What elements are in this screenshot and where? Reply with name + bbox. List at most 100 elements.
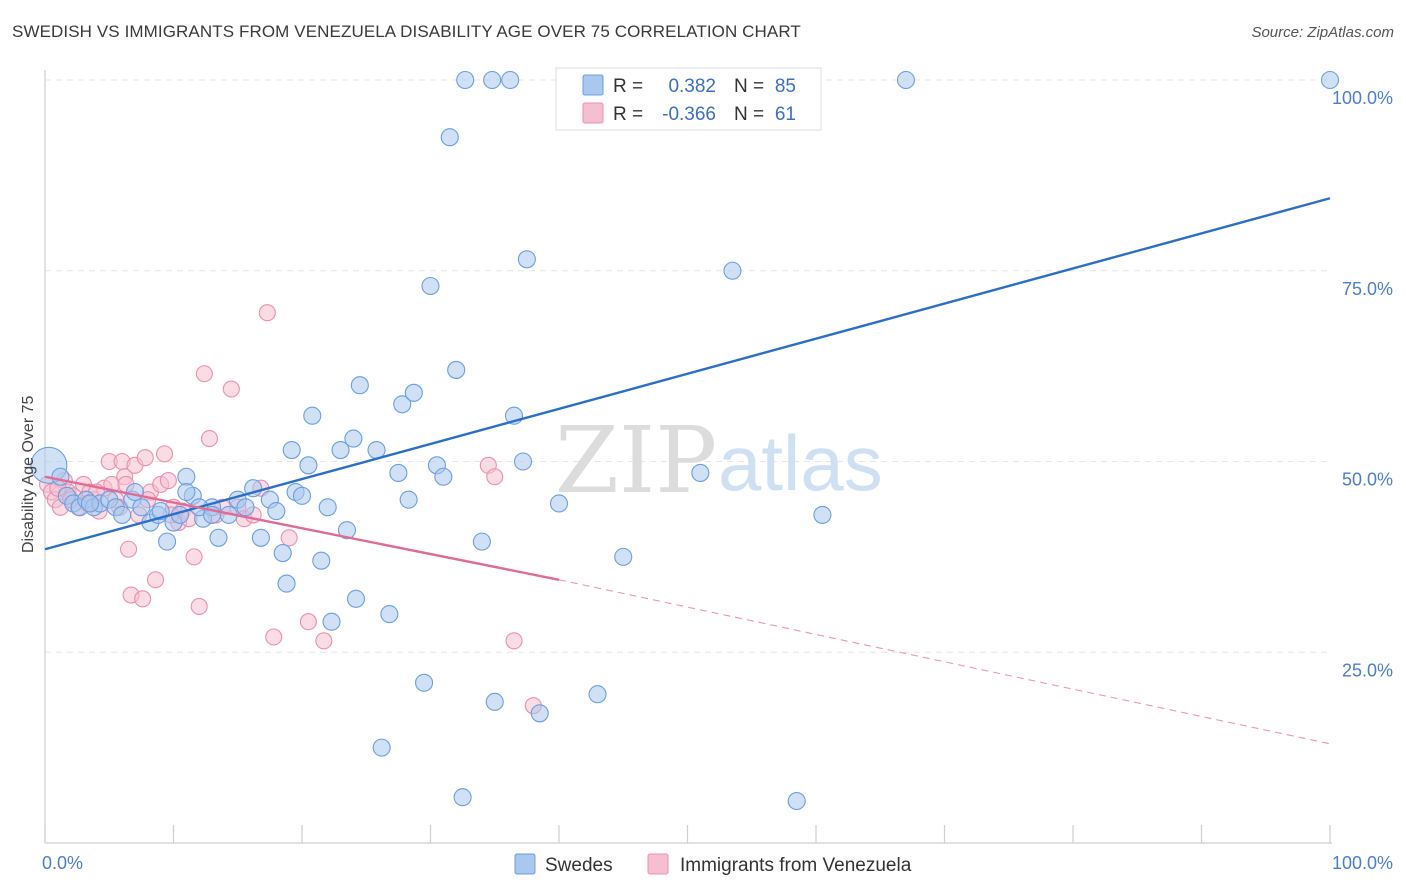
- venezuela-point: [200, 430, 219, 448]
- watermark-zip: ZIP: [555, 407, 717, 514]
- swedes-point: [125, 482, 144, 502]
- swedes-trendline: [44, 197, 1331, 551]
- venezuela-point: [134, 590, 152, 608]
- swedes-point: [318, 498, 337, 517]
- swedes-point: [614, 547, 633, 566]
- swedes-point: [372, 738, 391, 757]
- swedes-point: [453, 788, 472, 807]
- swedes-point: [485, 692, 504, 711]
- venezuela-point: [258, 304, 276, 322]
- swedes-point: [399, 490, 418, 509]
- venezuela-point: [280, 529, 298, 547]
- swedes-point: [447, 360, 466, 379]
- swedes-point: [404, 383, 423, 402]
- venezuela-point: [265, 628, 283, 646]
- swedes-point: [1320, 70, 1340, 90]
- swedes-point: [331, 441, 350, 460]
- swedes-point: [299, 456, 318, 475]
- stats-legend: R = 0.382 N = 85 R = -0.366 N = 61: [555, 67, 822, 131]
- swedes-point: [501, 70, 520, 90]
- swedes-point: [177, 482, 196, 502]
- swedes-n-value: 85: [775, 76, 796, 97]
- venezuela-point: [146, 571, 165, 589]
- swedes-point: [813, 505, 832, 524]
- venezuela-n-value: 61: [775, 104, 796, 125]
- y-tick-label-25: 25.0%: [1342, 660, 1393, 680]
- swedes-point: [132, 498, 151, 517]
- swedes-point: [337, 521, 357, 540]
- swedes-point: [282, 441, 301, 460]
- swedes-point: [292, 486, 312, 505]
- swedes-point: [158, 532, 177, 551]
- swedes-point: [344, 429, 363, 448]
- venezuela-r-label: R =: [613, 104, 643, 125]
- swedes-r-value: 0.382: [668, 76, 716, 97]
- bottom-legend-swedes-swatch: [514, 853, 536, 875]
- swedes-point: [549, 494, 569, 513]
- x-axis-ticks: [44, 825, 1331, 843]
- venezuela-n-label: N =: [734, 104, 764, 125]
- watermark: ZIP atlas: [555, 407, 883, 514]
- swedes-point: [350, 376, 369, 395]
- swedes-point: [421, 276, 440, 296]
- grid: [45, 79, 1332, 653]
- x-tick-label-100: 100.0%: [1332, 853, 1393, 873]
- swedes-point: [440, 128, 459, 147]
- swedes-point: [691, 463, 710, 482]
- swedes-point: [80, 494, 100, 513]
- swedes-point: [209, 528, 228, 547]
- y-tick-labels: 100.0% 75.0% 50.0% 25.0%: [1332, 88, 1393, 680]
- swedes-point: [530, 704, 549, 723]
- swedes-point: [472, 532, 491, 551]
- venezuela-point: [222, 380, 240, 398]
- venezuela-point: [299, 613, 317, 631]
- venezuela-trendline: [44, 475, 560, 581]
- y-tick-label-100: 100.0%: [1332, 88, 1393, 108]
- swedes-point: [177, 467, 196, 486]
- y-tick-label-75: 75.0%: [1342, 279, 1393, 299]
- swedes-r-label: R =: [613, 76, 643, 97]
- swedes-point: [267, 502, 286, 521]
- swedes-point: [434, 467, 453, 486]
- swedes-point: [51, 467, 70, 486]
- y-tick-label-50: 50.0%: [1342, 470, 1393, 490]
- venezuela-r-value: -0.366: [662, 104, 716, 125]
- venezuela-point: [315, 632, 333, 650]
- venezuela-point: [136, 449, 154, 467]
- bottom-legend-venezuela-label: Immigrants from Venezuela: [680, 855, 912, 876]
- venezuela-point: [155, 445, 174, 463]
- swedes-point: [312, 551, 331, 570]
- trendlines: [44, 197, 1331, 745]
- chart-source: Source: ZipAtlas.com: [1251, 24, 1394, 41]
- swedes-legend-swatch: [582, 74, 604, 96]
- bottom-legend: Swedes Immigrants from Venezuela: [514, 853, 912, 876]
- x-tick-label-0: 0.0%: [42, 853, 83, 873]
- swedes-point: [303, 406, 322, 425]
- swedes-point: [513, 452, 533, 471]
- venezuela-point: [505, 632, 523, 650]
- watermark-atlas: atlas: [718, 419, 883, 507]
- swedes-point: [517, 250, 536, 269]
- bottom-legend-venezuela-swatch: [647, 853, 669, 875]
- swedes-point: [456, 70, 475, 90]
- venezuela-point: [119, 540, 138, 558]
- swedes-point: [277, 574, 296, 593]
- swedes-point: [236, 498, 255, 517]
- venezuela-trendline-extension: [558, 579, 1331, 745]
- venezuela-legend-swatch: [582, 102, 604, 124]
- bottom-legend-swedes-label: Swedes: [545, 855, 613, 876]
- swedes-point: [483, 70, 502, 90]
- venezuela-point: [486, 468, 504, 486]
- swedes-point: [393, 395, 412, 414]
- venezuela-point: [190, 597, 208, 616]
- venezuela-point: [185, 548, 203, 566]
- swedes-point: [389, 463, 408, 482]
- swedes-point: [896, 70, 916, 90]
- y-axis-label: Disability Age Over 75: [20, 395, 37, 553]
- swedes-point: [251, 528, 270, 547]
- venezuela-point: [195, 365, 213, 383]
- swedes-point: [588, 685, 607, 704]
- swedes-point: [346, 589, 366, 608]
- swedes-point: [273, 544, 292, 563]
